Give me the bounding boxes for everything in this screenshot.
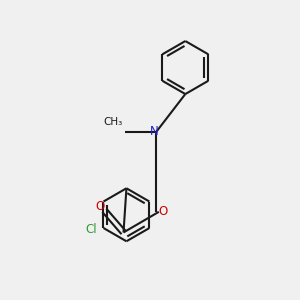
Text: O: O xyxy=(95,200,105,213)
Text: Cl: Cl xyxy=(85,223,97,236)
Text: O: O xyxy=(159,205,168,218)
Text: N: N xyxy=(150,125,159,138)
Text: CH₃: CH₃ xyxy=(103,117,123,127)
